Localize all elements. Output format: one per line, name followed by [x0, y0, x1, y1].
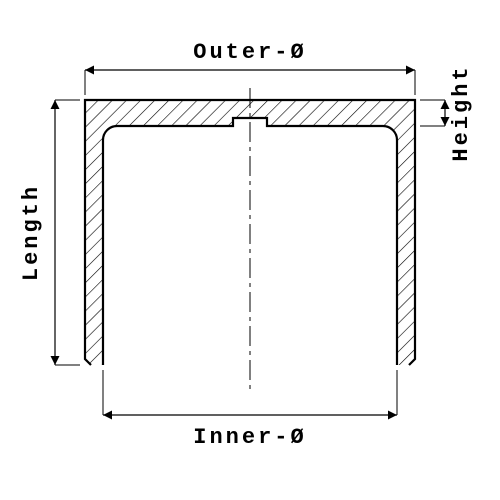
dim-label-inner-dia: Inner-Ø	[193, 425, 306, 450]
dim-label-height: Height	[449, 64, 474, 161]
dim-arrow	[388, 411, 397, 420]
dim-arrow	[103, 411, 112, 420]
dim-label-outer-dia: Outer-Ø	[193, 40, 306, 65]
section-diagram: Outer-Ø Inner-Ø Length Height	[0, 0, 500, 500]
dim-arrow	[51, 100, 60, 109]
dim-arrow	[406, 66, 415, 75]
dim-label-length: Length	[19, 184, 44, 281]
dim-arrow	[85, 66, 94, 75]
dim-arrow	[51, 356, 60, 365]
